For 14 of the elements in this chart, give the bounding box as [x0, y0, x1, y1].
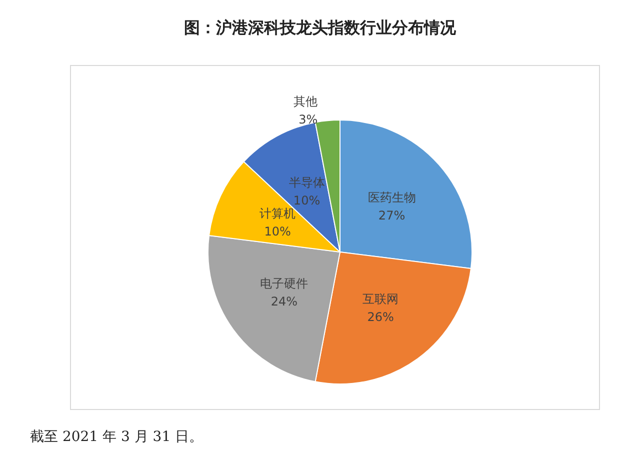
slice-label: 半导体 — [288, 176, 325, 190]
data-label: 27% — [378, 208, 406, 222]
slice-label: 计算机 — [260, 206, 296, 221]
chart-title: 图：沪港深科技龙头指数行业分布情况 — [183, 18, 457, 39]
slice-label: 互联网 — [362, 292, 399, 306]
data-label: 26% — [367, 310, 394, 324]
text: 截至 2021 年 3 月 31 日。 — [30, 428, 204, 446]
data-label: 3% — [298, 112, 318, 127]
data-label: 10% — [293, 194, 320, 208]
slice-label: 其他 — [294, 94, 318, 109]
slice-label: 医药生物 — [368, 190, 416, 204]
data-label: 10% — [264, 224, 291, 239]
data-label: 24% — [270, 294, 298, 309]
slice-label: 电子硬件 — [260, 276, 308, 291]
